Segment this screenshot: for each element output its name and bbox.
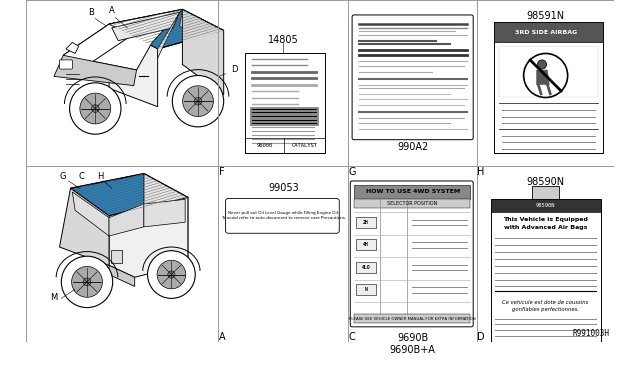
Text: D: D (477, 332, 485, 342)
Text: M: M (51, 293, 58, 302)
Text: 4H: 4H (363, 243, 369, 247)
Polygon shape (109, 198, 188, 277)
Text: F: F (219, 167, 225, 177)
Polygon shape (70, 174, 188, 216)
Text: CATALYST: CATALYST (291, 143, 317, 148)
Polygon shape (63, 9, 182, 70)
Polygon shape (66, 42, 79, 54)
Polygon shape (180, 9, 222, 44)
Polygon shape (144, 174, 188, 263)
Polygon shape (72, 192, 109, 236)
Text: R991003H: R991003H (573, 329, 610, 338)
Text: 9690B
9690B+A: 9690B 9690B+A (390, 333, 436, 355)
FancyBboxPatch shape (225, 198, 339, 233)
Bar (494, 22, 602, 42)
Text: 14805: 14805 (268, 35, 299, 45)
Text: 98590N: 98590N (536, 203, 556, 208)
Text: gonflables perfectionnes.: gonflables perfectionnes. (512, 307, 579, 312)
Polygon shape (112, 12, 180, 41)
Circle shape (194, 97, 202, 105)
Circle shape (92, 105, 99, 112)
Circle shape (80, 93, 111, 124)
Text: SELECTOR POSITION: SELECTOR POSITION (387, 201, 438, 206)
Bar (354, 185, 470, 199)
Polygon shape (182, 9, 224, 95)
Polygon shape (54, 55, 136, 86)
Text: 2H: 2H (363, 220, 369, 225)
Polygon shape (60, 188, 109, 265)
Circle shape (157, 260, 186, 289)
Circle shape (182, 86, 213, 116)
Text: D: D (231, 65, 237, 74)
Text: Never pull out Oil Level Gauge while Filling Engine Oil.
To avoid refer to auto-: Never pull out Oil Level Gauge while Fil… (221, 211, 346, 221)
Polygon shape (109, 24, 157, 107)
Polygon shape (157, 12, 180, 58)
Text: N: N (364, 288, 367, 292)
Text: This Vehicle is Equipped: This Vehicle is Equipped (503, 217, 588, 222)
Text: 990A2: 990A2 (397, 142, 428, 153)
Text: 99053: 99053 (268, 183, 299, 193)
Text: with Advanced Air Bags: with Advanced Air Bags (504, 225, 588, 230)
Circle shape (72, 266, 102, 297)
Circle shape (168, 271, 175, 278)
Text: B: B (88, 8, 93, 17)
Circle shape (524, 54, 568, 97)
Text: H: H (97, 172, 103, 181)
Bar (354, 199, 470, 208)
Polygon shape (109, 9, 224, 49)
Circle shape (538, 60, 547, 69)
Text: A: A (109, 6, 115, 15)
Polygon shape (109, 265, 134, 286)
Text: G: G (60, 172, 67, 181)
Text: PLEASE SEE VEHICLE OWNER MANUAL FOR EXTRA INFORMATION: PLEASE SEE VEHICLE OWNER MANUAL FOR EXTR… (349, 317, 476, 321)
Text: 98000: 98000 (257, 143, 273, 148)
Polygon shape (63, 24, 132, 67)
Text: 3RD SIDE AIRBAG: 3RD SIDE AIRBAG (515, 30, 577, 35)
Bar (494, 22, 602, 153)
Text: H: H (477, 167, 484, 177)
Bar (532, 186, 559, 199)
Text: C: C (79, 172, 84, 181)
Bar (356, 217, 376, 228)
Text: Ce vehicule est dote de coussins: Ce vehicule est dote de coussins (502, 299, 589, 305)
FancyBboxPatch shape (60, 60, 72, 69)
Bar (499, 46, 598, 97)
Bar (356, 285, 376, 295)
Circle shape (70, 83, 121, 134)
Text: C: C (348, 332, 355, 342)
PathPatch shape (109, 9, 224, 49)
Polygon shape (109, 204, 144, 236)
FancyBboxPatch shape (352, 15, 473, 140)
Bar (356, 262, 376, 273)
Text: 98590N: 98590N (527, 177, 564, 187)
Text: HOW TO USE 4WD SYSTEM: HOW TO USE 4WD SYSTEM (365, 189, 460, 195)
Bar (250, 107, 318, 125)
Polygon shape (536, 70, 549, 85)
FancyBboxPatch shape (350, 181, 473, 327)
Circle shape (172, 76, 224, 127)
Text: G: G (348, 167, 356, 177)
FancyBboxPatch shape (111, 250, 122, 263)
Polygon shape (144, 199, 185, 227)
Text: A: A (219, 332, 226, 342)
Circle shape (61, 256, 113, 308)
Circle shape (83, 278, 91, 286)
Bar (354, 314, 470, 323)
Bar (491, 199, 601, 212)
Bar (244, 54, 324, 153)
Bar (491, 199, 601, 372)
Bar (356, 240, 376, 250)
Text: 98591N: 98591N (527, 11, 564, 21)
Text: 4LO: 4LO (362, 265, 370, 270)
PathPatch shape (70, 174, 188, 216)
Bar (491, 368, 601, 372)
Circle shape (148, 251, 195, 298)
